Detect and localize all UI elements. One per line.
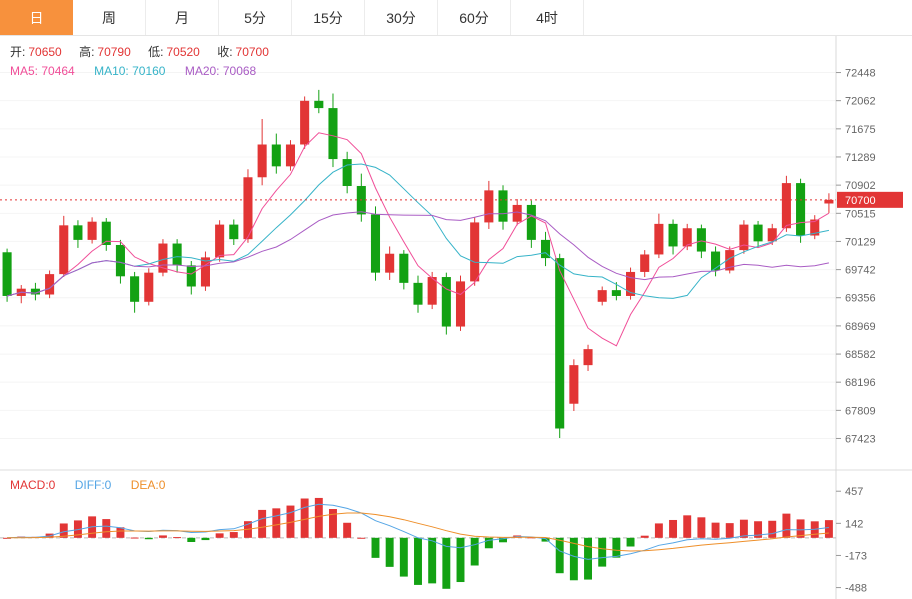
ma5-readout: MA5: 70464 bbox=[10, 64, 75, 78]
tab-15min[interactable]: 15分 bbox=[292, 0, 365, 35]
macd-readout: MACD:0 DIFF:0 DEA:0 bbox=[10, 477, 181, 493]
svg-text:70129: 70129 bbox=[845, 236, 876, 248]
open-value: 70650 bbox=[28, 45, 62, 59]
ma10-line bbox=[6, 163, 830, 299]
ma20-line bbox=[6, 211, 830, 297]
ma10-readout: MA10: 70160 bbox=[94, 64, 166, 78]
svg-text:70902: 70902 bbox=[845, 180, 876, 192]
dea-value: DEA:0 bbox=[130, 478, 166, 492]
candles-layer bbox=[2, 89, 834, 438]
price-gridlines bbox=[0, 72, 836, 439]
tab-month[interactable]: 月 bbox=[146, 0, 219, 35]
svg-text:67423: 67423 bbox=[845, 433, 876, 445]
svg-text:72448: 72448 bbox=[845, 68, 876, 80]
svg-text:-173: -173 bbox=[845, 550, 867, 562]
ma20-readout: MA20: 70068 bbox=[184, 64, 257, 78]
tab-5min[interactable]: 5分 bbox=[219, 0, 292, 35]
ma5-line bbox=[6, 132, 830, 347]
close-value: 70700 bbox=[235, 45, 269, 59]
current-price-tag: 70700 bbox=[837, 191, 903, 208]
low-value: 70520 bbox=[166, 45, 200, 59]
chart-region: 72448 72062 71675 71289 70902 70515 70129 69742… bbox=[0, 36, 912, 599]
tab-day[interactable]: 日 bbox=[0, 0, 73, 35]
tab-week[interactable]: 周 bbox=[73, 0, 146, 35]
svg-text:-488: -488 bbox=[845, 583, 867, 595]
svg-text:69742: 69742 bbox=[845, 265, 876, 277]
svg-text:457: 457 bbox=[845, 486, 863, 498]
macd-value: MACD:0 bbox=[10, 478, 56, 492]
svg-text:67809: 67809 bbox=[845, 405, 876, 417]
chart-canvas[interactable]: 72448 72062 71675 71289 70902 70515 70129 69742… bbox=[0, 36, 912, 599]
ma-readout: MA5: 70464 MA10: 70160 MA20: 70068 bbox=[10, 63, 272, 79]
tab-4hour[interactable]: 4时 bbox=[511, 0, 584, 35]
tab-60min[interactable]: 60分 bbox=[438, 0, 511, 35]
svg-text:71675: 71675 bbox=[845, 124, 876, 136]
svg-text:68582: 68582 bbox=[845, 349, 876, 361]
svg-text:70515: 70515 bbox=[845, 208, 876, 220]
ohlc-readout: 开: 70650 高: 70790 低: 70520 收: 70700 bbox=[10, 44, 283, 60]
macd-dea-line bbox=[7, 512, 829, 552]
price-axis: 72448 72062 71675 71289 70902 70515 70129 69742… bbox=[836, 68, 876, 445]
macd-histogram bbox=[3, 497, 833, 589]
macd-axis: 457 142 -173 -488 bbox=[836, 486, 867, 595]
svg-text:68196: 68196 bbox=[845, 377, 876, 389]
high-value: 70790 bbox=[97, 45, 131, 59]
close-label: 收: bbox=[217, 45, 233, 59]
tab-30min[interactable]: 30分 bbox=[365, 0, 438, 35]
low-label: 低: bbox=[148, 45, 164, 59]
svg-text:142: 142 bbox=[845, 518, 863, 530]
open-label: 开: bbox=[10, 45, 26, 59]
svg-text:70700: 70700 bbox=[845, 195, 876, 207]
high-label: 高: bbox=[79, 45, 95, 59]
diff-value: DIFF:0 bbox=[74, 478, 112, 492]
svg-text:72062: 72062 bbox=[845, 96, 876, 108]
period-toolbar: 日 周 月 5分 15分 30分 60分 4时 bbox=[0, 0, 912, 36]
svg-text:71289: 71289 bbox=[845, 152, 876, 164]
svg-text:69356: 69356 bbox=[845, 293, 876, 305]
svg-text:68969: 68969 bbox=[845, 321, 876, 333]
